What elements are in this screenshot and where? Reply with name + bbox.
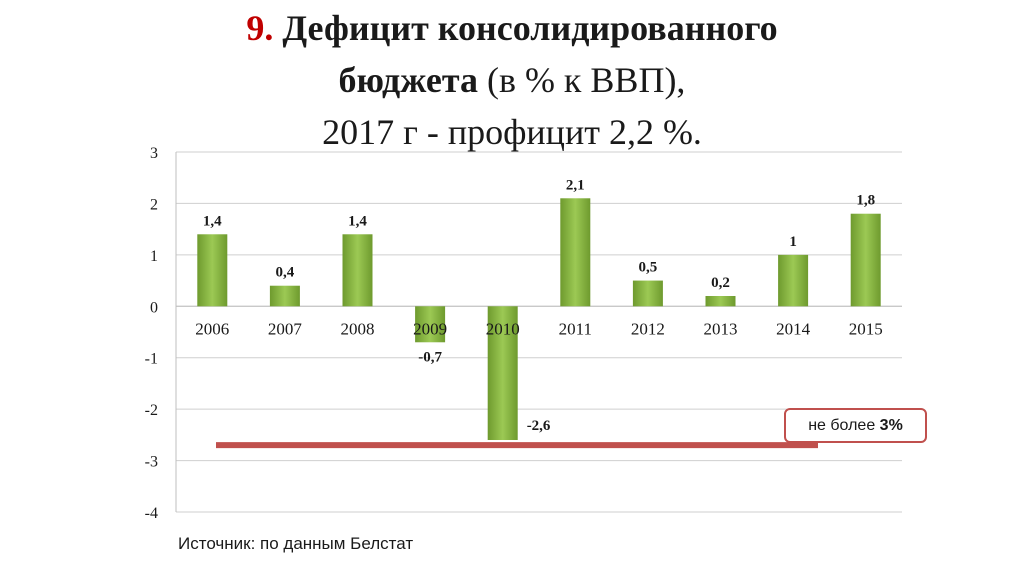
value-label: 1,4 (348, 213, 367, 229)
limit-note: не более 3% (784, 408, 927, 443)
value-label: 1,4 (203, 213, 222, 229)
title-line2-bold: бюджета (338, 60, 478, 100)
value-label: 2,1 (566, 177, 585, 193)
value-labels: 1,4 0,4 1,4 -0,7 -2,6 2,1 0,5 0,2 1 1,8 (203, 177, 875, 434)
x-tick-label: 2009 (413, 319, 447, 338)
y-tick-label: -2 (145, 402, 158, 419)
bar-2013 (705, 296, 736, 307)
value-label: 1 (789, 234, 797, 250)
x-tick-label: 2008 (341, 319, 375, 338)
x-tick-label: 2014 (776, 319, 811, 338)
title-line2-rest: (в % к ВВП), (477, 60, 686, 100)
x-axis-labels: 2006 2007 2008 2009 2010 2011 2012 2013 2014 2015 (195, 319, 882, 338)
bar-2012 (632, 280, 663, 307)
limit-note-text: не более (808, 417, 880, 434)
value-label: 0,2 (711, 275, 730, 291)
y-tick-label: -1 (145, 351, 158, 368)
y-tick-label: 0 (150, 299, 158, 316)
y-tick-label: 2 (150, 196, 158, 213)
value-label: 1,8 (856, 193, 875, 209)
bar-2008 (342, 234, 373, 307)
source-note: Источник: по данным Белстат (178, 534, 414, 553)
bar-2015 (850, 213, 881, 307)
bar-2009 (415, 306, 446, 343)
chart-title: 9. Дефицит консолидированного бюджета (в… (0, 2, 1024, 158)
y-tick-label: 3 (150, 145, 158, 162)
bar-2011 (560, 198, 591, 307)
value-label: 0,5 (639, 260, 658, 276)
title-line-3: 2017 г - профицит 2,2 %. (322, 112, 702, 152)
x-tick-label: 2012 (631, 319, 665, 338)
y-tick-label: 1 (150, 248, 158, 265)
title-line1-text: Дефицит консолидированного (282, 8, 778, 48)
x-tick-label: 2006 (195, 319, 229, 338)
bar-2007 (269, 285, 300, 307)
x-tick-label: 2013 (704, 319, 738, 338)
x-tick-label: 2007 (268, 319, 303, 338)
limit-note-value: 3% (879, 417, 903, 434)
bar-2006 (197, 234, 228, 307)
bar-2010 (487, 306, 518, 440)
y-tick-label: -4 (145, 505, 158, 522)
value-label: -0,7 (418, 349, 442, 365)
title-number: 9. (246, 8, 274, 48)
bars (197, 198, 881, 440)
title-line-2: бюджета (в % к ВВП), (0, 54, 1024, 106)
value-label: 0,4 (276, 265, 295, 281)
value-label: -2,6 (527, 418, 551, 434)
bar-2014 (778, 254, 809, 307)
x-tick-label: 2010 (486, 319, 520, 338)
title-line-1: 9. Дефицит консолидированного (0, 2, 1024, 54)
x-tick-label: 2015 (849, 319, 883, 338)
x-tick-label: 2011 (559, 319, 592, 338)
y-tick-label: -3 (145, 454, 158, 471)
